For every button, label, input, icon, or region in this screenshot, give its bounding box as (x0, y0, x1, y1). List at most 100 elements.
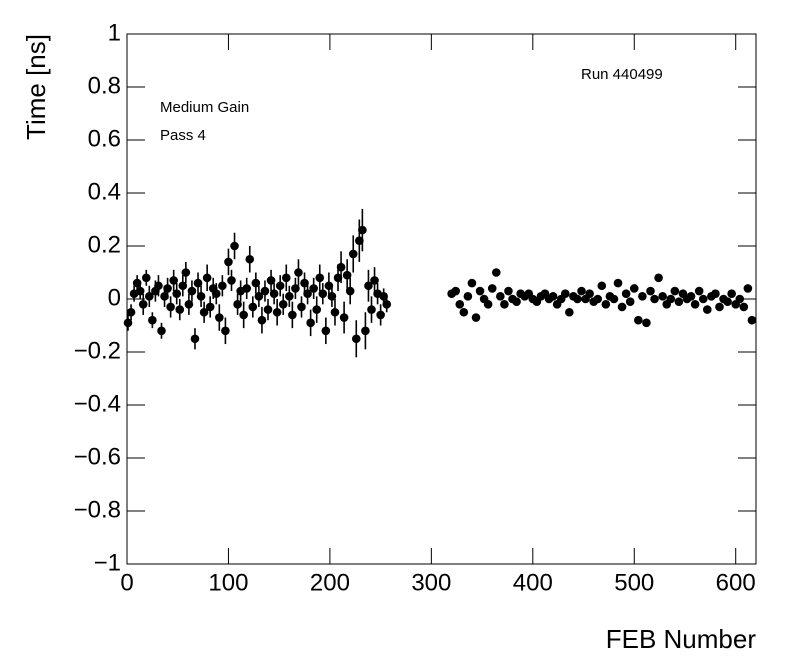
data-point (451, 286, 461, 296)
data-point (634, 315, 643, 325)
data-point (333, 273, 343, 283)
data-point (227, 276, 236, 285)
data-point (723, 297, 732, 306)
data-point (642, 318, 651, 328)
data-point (585, 289, 594, 299)
data-point (735, 294, 745, 304)
data-point (254, 292, 264, 301)
data-point (666, 294, 676, 304)
data-point (327, 292, 337, 301)
data-point (703, 305, 712, 314)
data-point (379, 292, 388, 301)
data-point (650, 294, 659, 304)
y-tick-label: −0.6 (74, 443, 121, 470)
data-point (727, 289, 736, 299)
data-point (629, 284, 639, 293)
data-point (291, 284, 300, 293)
data-point (300, 278, 309, 288)
data-point (321, 326, 331, 336)
data-point (221, 326, 230, 336)
data-point (281, 273, 291, 283)
data-point (224, 257, 233, 267)
data-point (251, 278, 261, 288)
data-point (548, 292, 558, 301)
data-point (275, 281, 285, 291)
data-point (330, 307, 340, 317)
y-tick-label: 1 (108, 19, 121, 46)
data-point (455, 300, 465, 309)
data-point (646, 286, 655, 296)
data-point (483, 300, 493, 309)
data-point (698, 294, 708, 304)
data-point (288, 310, 297, 320)
data-point (309, 284, 318, 293)
data-point (196, 292, 206, 301)
data-point (141, 273, 151, 283)
data-point (617, 302, 627, 312)
data-point (211, 289, 221, 299)
data-point (324, 281, 334, 291)
data-point (471, 313, 481, 322)
data-point (266, 276, 276, 285)
data-point (184, 300, 194, 309)
y-axis-title: Time [ns] (21, 34, 51, 140)
data-point (245, 254, 255, 264)
y-tick-label: 0.8 (88, 72, 121, 99)
data-point (269, 289, 279, 299)
data-point (157, 326, 166, 336)
data-point (218, 281, 227, 291)
data-point (382, 300, 392, 309)
data-point (172, 289, 182, 299)
data-point (239, 310, 248, 320)
data-point (345, 286, 355, 296)
gain-label: Medium Gain (160, 99, 249, 116)
data-point (475, 286, 485, 296)
data-point (500, 300, 509, 309)
data-point (242, 284, 252, 293)
data-point (743, 284, 753, 293)
data-point (190, 334, 200, 344)
data-point (132, 278, 142, 288)
data-point (487, 284, 497, 293)
data-point (670, 286, 680, 296)
data-point (260, 286, 270, 296)
x-axis-title: FEB Number (606, 624, 757, 654)
data-point (463, 292, 473, 301)
data-point (175, 305, 185, 314)
y-tick-label: −0.2 (74, 337, 121, 364)
y-tick-label: 0 (108, 284, 121, 311)
y-tick-label: −0.8 (74, 496, 121, 523)
data-point (318, 289, 328, 299)
data-point (358, 225, 367, 235)
data-point (315, 273, 325, 283)
data-point (609, 294, 619, 304)
data-point (496, 292, 505, 301)
data-point (154, 281, 163, 291)
pass-label: Pass 4 (160, 127, 206, 144)
data-point (193, 278, 203, 288)
data-point (336, 262, 346, 272)
data-point (187, 286, 197, 296)
data-point (638, 292, 647, 301)
data-point (364, 281, 373, 291)
data-point (215, 313, 224, 322)
y-tick-label: −1 (94, 549, 121, 576)
data-point (148, 315, 157, 325)
data-point (248, 302, 258, 312)
x-tick-label: 600 (716, 569, 756, 596)
data-point (257, 315, 267, 325)
data-point (348, 249, 358, 259)
data-point (560, 289, 570, 299)
data-point (278, 300, 288, 309)
data-point (690, 300, 700, 309)
data-point (491, 268, 501, 277)
data-point (285, 292, 294, 301)
data-point (512, 297, 521, 306)
data-point (163, 284, 172, 293)
data-point (601, 300, 611, 309)
data-point (145, 292, 154, 301)
data-point (674, 297, 684, 306)
data-point (577, 286, 586, 296)
data-point (739, 302, 749, 312)
